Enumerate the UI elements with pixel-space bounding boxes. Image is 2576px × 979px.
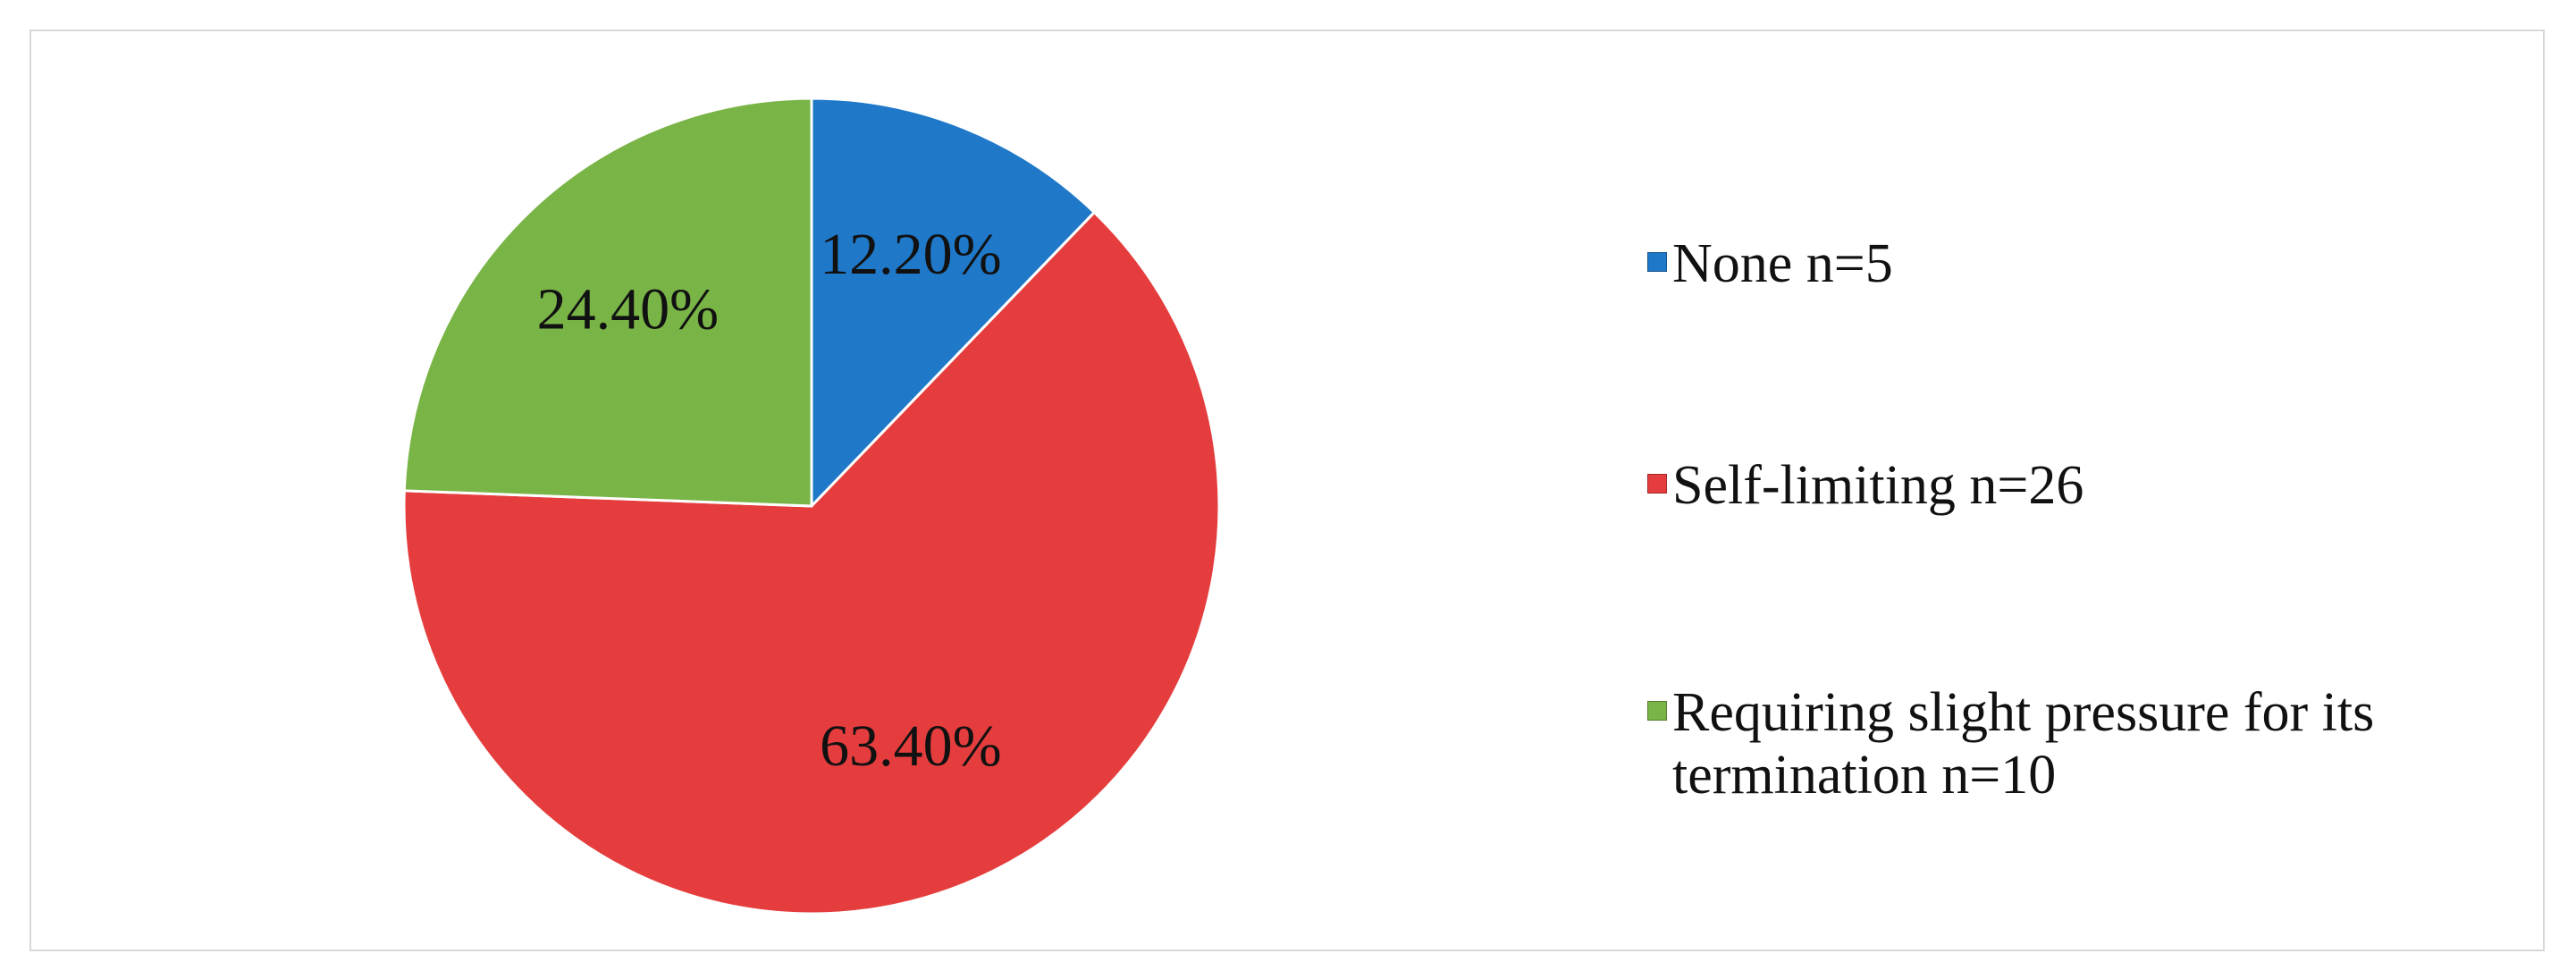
slice-label: 63.40% xyxy=(820,713,1001,779)
legend-item: Self-limiting n=26 xyxy=(1647,454,2521,517)
legend-item: Requiring slight pressure for its termin… xyxy=(1647,681,2521,806)
legend-label: Self-limiting n=26 xyxy=(1672,455,2084,516)
slice-label: 24.40% xyxy=(537,277,719,342)
legend-item: None n=5 xyxy=(1647,232,2521,295)
legend-swatch xyxy=(1647,252,1667,272)
legend-swatch xyxy=(1647,701,1667,721)
chart-frame xyxy=(29,30,2545,951)
legend-swatch xyxy=(1647,474,1667,494)
pie-slice xyxy=(402,210,1221,916)
pie-slice xyxy=(810,97,1097,510)
slice-label: 12.20% xyxy=(820,222,1001,287)
legend-label: None n=5 xyxy=(1672,233,1893,294)
pie-slice xyxy=(402,97,813,508)
legend-label: Requiring slight pressure for its termin… xyxy=(1672,682,2375,806)
